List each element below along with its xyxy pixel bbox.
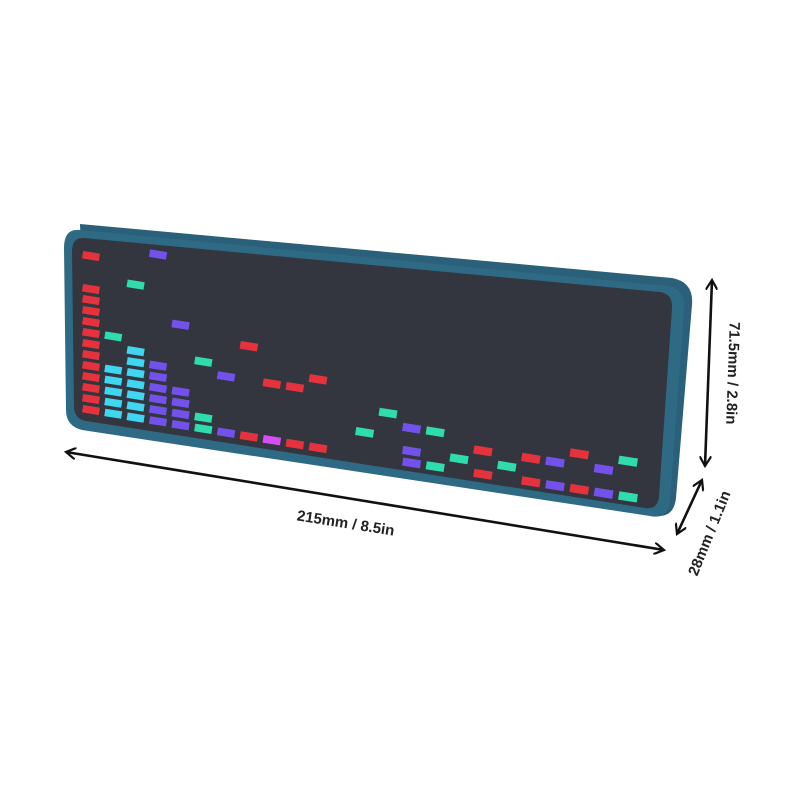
led-bar-segment	[104, 364, 123, 375]
led-peak-segment	[216, 371, 236, 382]
led-bar-segment	[239, 431, 259, 442]
led-bar-segment	[148, 371, 168, 382]
led-bar-segment	[171, 386, 190, 397]
led-bar-segment	[126, 346, 145, 357]
led-bar-segment	[82, 306, 100, 317]
led-bar-segment	[82, 317, 100, 328]
led-bar-segment	[126, 379, 145, 390]
height-arrow	[705, 280, 712, 466]
led-bar-segment	[82, 339, 100, 350]
device-body	[64, 224, 693, 517]
led-peak-segment	[262, 378, 282, 389]
width-label: 215mm / 8.5in	[296, 507, 396, 539]
led-bar-segment	[148, 394, 168, 405]
led-bar-segment	[148, 382, 168, 394]
led-screen	[72, 237, 673, 509]
led-bar-segment	[82, 394, 100, 405]
led-bar-segment	[82, 405, 100, 416]
led-peak-segment	[425, 426, 445, 438]
led-bar-segment	[126, 368, 145, 379]
led-peak-segment	[401, 422, 422, 434]
led-bar-segment	[82, 328, 100, 339]
led-bar-segment	[194, 412, 213, 423]
led-bar-segment	[126, 357, 145, 368]
led-bar-segment	[148, 360, 168, 371]
led-peak-segment	[239, 340, 259, 352]
led-bar-segment	[104, 386, 123, 397]
led-peak-segment	[171, 319, 190, 330]
led-peak-segment	[104, 331, 123, 342]
led-bar-segment	[171, 408, 190, 420]
led-bar-segment	[148, 405, 168, 416]
led-bar-segment	[148, 416, 168, 427]
led-bar-segment	[194, 423, 213, 435]
led-bar-segment	[82, 350, 100, 361]
led-peak-segment	[378, 407, 398, 419]
height-label: 71.5mm / 2.8in	[722, 322, 743, 425]
led-peak-segment	[194, 356, 213, 367]
led-peak-segment	[82, 251, 100, 262]
led-bar-segment	[104, 397, 123, 408]
led-bar-segment	[82, 284, 100, 295]
depth-dimension: 28mm / 1.1in	[677, 480, 735, 578]
led-bar-segment	[82, 361, 100, 372]
led-peak-segment	[308, 374, 328, 385]
led-bar-segment	[126, 412, 145, 423]
led-bar-segment	[126, 401, 145, 412]
led-bar-segment	[104, 375, 123, 386]
led-bar-segment	[82, 372, 100, 383]
led-peak-segment	[148, 249, 168, 260]
led-bar-segment	[216, 427, 236, 438]
led-peak-segment	[355, 427, 375, 438]
led-bar-segment	[171, 397, 190, 408]
led-bar-segment	[104, 408, 123, 419]
led-peak-segment	[126, 279, 145, 290]
led-bar-segment	[171, 419, 190, 431]
led-bar-segment	[262, 434, 282, 446]
led-bar-segment	[82, 383, 100, 394]
depth-arrow	[677, 480, 702, 534]
width-arrow	[66, 452, 664, 550]
led-peak-segment	[285, 381, 305, 393]
height-dimension: 71.5mm / 2.8in	[705, 280, 743, 466]
led-bar-segment	[126, 390, 145, 401]
led-bar-segment	[82, 295, 100, 306]
